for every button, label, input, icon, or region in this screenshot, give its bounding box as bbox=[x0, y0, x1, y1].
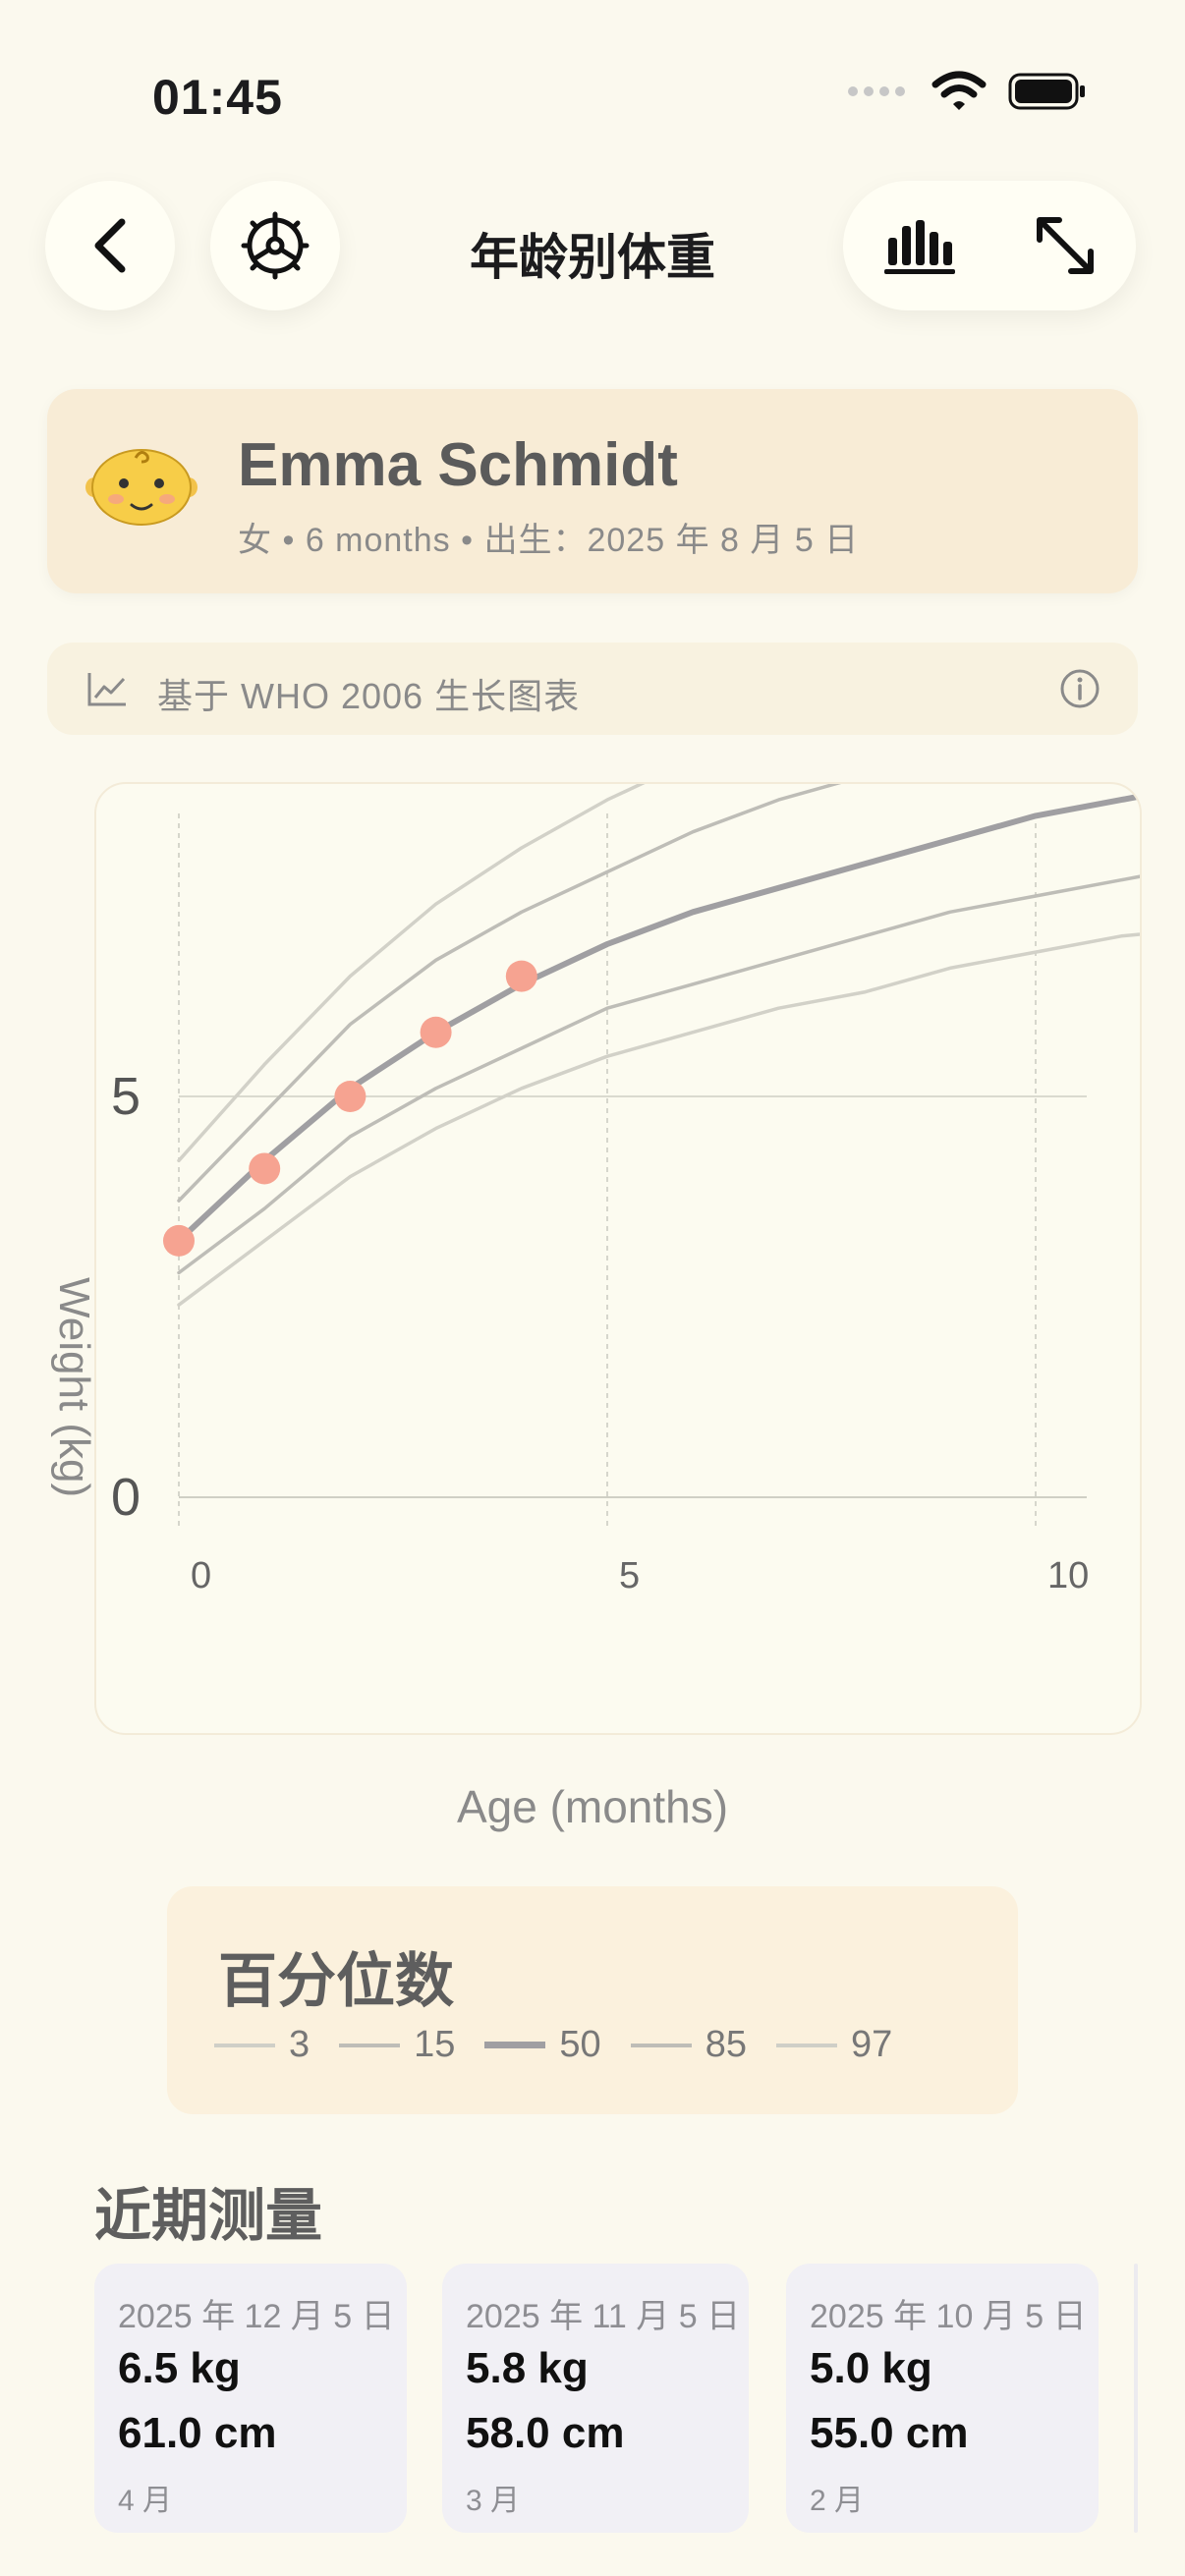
x-tick-label: 10 bbox=[1047, 1555, 1089, 1596]
measurement-point bbox=[420, 1016, 452, 1048]
percentile-line-97 bbox=[177, 784, 646, 1163]
measurement-weight: 5.0 kg bbox=[810, 2344, 932, 2392]
legend-swatch bbox=[630, 2043, 692, 2047]
measurement-point bbox=[249, 1152, 281, 1185]
legend-swatch bbox=[775, 2043, 837, 2047]
measurement-card[interactable]: 2025 年 12 月 5 日 6.5 kg 61.0 cm 4 月 bbox=[94, 2264, 407, 2533]
measurement-date: 2025 年 10 月 5 日 bbox=[810, 2298, 1087, 2335]
expand-icon[interactable] bbox=[1034, 214, 1097, 277]
measurement-height: 55.0 cm bbox=[810, 2409, 969, 2457]
measurement-age: 4 月 bbox=[118, 2485, 173, 2517]
measurement-age: 3 月 bbox=[466, 2485, 521, 2517]
measurement-point bbox=[163, 1224, 195, 1257]
measurement-card[interactable]: 2025 年 10 月 5 日 5.0 kg 55.0 cm 2 月 bbox=[786, 2264, 1099, 2533]
baby-meta: 女 • 6 months • 出生：2025 年 8 月 5 日 bbox=[238, 513, 859, 561]
legend-label: 15 bbox=[414, 2024, 456, 2065]
status-icons bbox=[847, 71, 1087, 112]
y-tick-label: 5 bbox=[111, 1067, 141, 1126]
trend-chart-icon bbox=[87, 673, 126, 706]
wifi-icon bbox=[931, 71, 987, 110]
next-card-edge bbox=[1134, 2264, 1138, 2533]
x-axis-label: Age (months) bbox=[456, 1781, 729, 1832]
baby-face-icon bbox=[85, 449, 198, 526]
legend-label: 97 bbox=[850, 2024, 893, 2065]
measurement-point bbox=[334, 1081, 367, 1112]
baby-birth: 出生：2025 年 8 月 5 日 bbox=[483, 522, 860, 559]
recent-measurements-title: 近期测量 bbox=[94, 2184, 323, 2248]
measurement-height: 58.0 cm bbox=[466, 2409, 625, 2457]
legend-title: 百分位数 bbox=[218, 1948, 454, 2014]
y-tick-label: 0 bbox=[111, 1468, 141, 1527]
page-title: 年龄别体重 bbox=[470, 230, 715, 285]
measurement-point bbox=[505, 960, 537, 992]
legend-item-85: 85 bbox=[630, 2024, 747, 2066]
measurement-weight: 5.8 kg bbox=[466, 2344, 589, 2392]
legend-swatch bbox=[214, 2043, 275, 2047]
measurement-date: 2025 年 12 月 5 日 bbox=[118, 2298, 395, 2335]
measurement-card[interactable]: 2025 年 11 月 5 日 5.8 kg 58.0 cm 3 月 bbox=[442, 2264, 749, 2533]
status-time: 01:45 bbox=[152, 70, 283, 125]
measurement-date: 2025 年 11 月 5 日 bbox=[466, 2298, 741, 2335]
baby-age: 6 months bbox=[305, 522, 451, 559]
measurement-weight: 6.5 kg bbox=[118, 2344, 241, 2392]
percentile-line-85 bbox=[177, 784, 842, 1203]
legend-row: 3 15 50 85 97 bbox=[214, 2024, 892, 2066]
who-banner: 基于 WHO 2006 生长图表 bbox=[47, 643, 1138, 735]
percentile-line-3 bbox=[177, 932, 1140, 1307]
who-banner-text: 基于 WHO 2006 生长图表 bbox=[157, 676, 581, 716]
measurement-age: 2 月 bbox=[810, 2485, 865, 2517]
percentile-line-15 bbox=[177, 874, 1140, 1275]
percentile-legend: 百分位数 3 15 50 85 97 bbox=[167, 1886, 1018, 2114]
separator-dot: • bbox=[282, 522, 306, 559]
x-tick-label: 5 bbox=[619, 1555, 640, 1596]
y-axis-label: Weight (kg) bbox=[50, 1277, 98, 1498]
settings-button[interactable] bbox=[210, 181, 340, 310]
chart-svg: 05100510 bbox=[111, 784, 1140, 1596]
profile-card[interactable]: Emma Schmidt 女 • 6 months • 出生：2025 年 8 … bbox=[47, 389, 1138, 593]
legend-label: 50 bbox=[559, 2024, 601, 2065]
info-icon[interactable] bbox=[1059, 668, 1100, 709]
x-tick-label: 0 bbox=[191, 1555, 211, 1596]
chevron-left-icon bbox=[94, 218, 126, 273]
growth-chart[interactable]: 05100510 bbox=[94, 782, 1142, 1735]
legend-swatch bbox=[484, 2042, 546, 2048]
battery-icon bbox=[1008, 73, 1085, 110]
legend-item-3: 3 bbox=[214, 2024, 310, 2066]
legend-label: 3 bbox=[289, 2024, 310, 2065]
measurement-height: 61.0 cm bbox=[118, 2409, 277, 2457]
baby-name: Emma Schmidt bbox=[238, 431, 678, 499]
legend-item-15: 15 bbox=[339, 2024, 455, 2066]
legend-swatch bbox=[339, 2043, 401, 2047]
percentile-line-50 bbox=[176, 793, 1140, 1244]
header-actions bbox=[843, 181, 1136, 310]
separator-dot: • bbox=[461, 522, 484, 559]
legend-label: 85 bbox=[705, 2024, 747, 2065]
legend-item-50: 50 bbox=[484, 2024, 601, 2066]
legend-item-97: 97 bbox=[775, 2024, 893, 2066]
steering-wheel-icon bbox=[241, 211, 310, 280]
baby-sex: 女 bbox=[238, 522, 272, 559]
bar-chart-icon[interactable] bbox=[882, 216, 955, 275]
back-button[interactable] bbox=[45, 181, 175, 310]
signal-icon bbox=[848, 86, 905, 96]
